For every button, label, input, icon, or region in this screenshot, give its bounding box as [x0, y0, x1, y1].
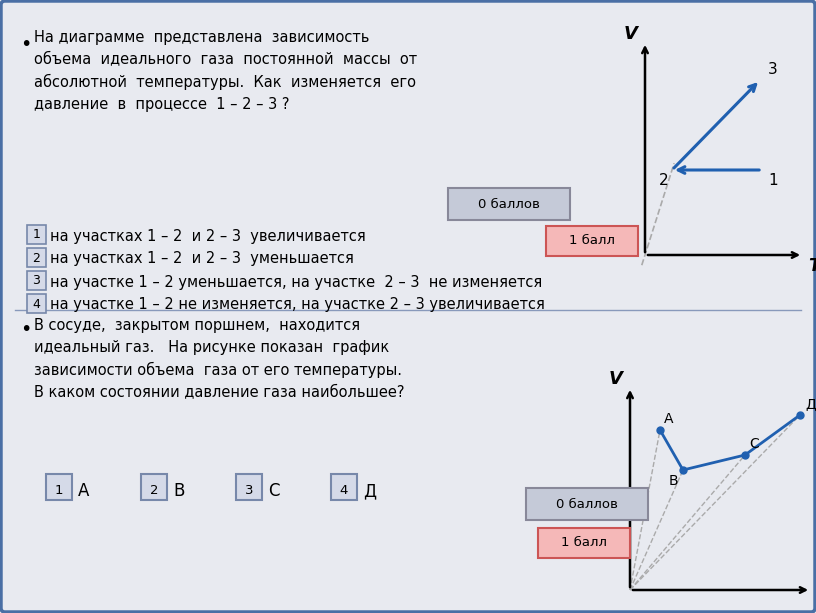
- FancyBboxPatch shape: [331, 474, 357, 500]
- FancyBboxPatch shape: [141, 474, 167, 500]
- Text: на участке 1 – 2 уменьшается, на участке  2 – 3  не изменяется: на участке 1 – 2 уменьшается, на участке…: [50, 275, 543, 289]
- FancyBboxPatch shape: [526, 488, 648, 520]
- Text: А: А: [78, 482, 90, 500]
- Text: 2: 2: [150, 484, 158, 497]
- Text: С: С: [749, 437, 759, 451]
- Text: 1 балл: 1 балл: [561, 536, 607, 549]
- Text: на участках 1 – 2  и 2 – 3  увеличивается: на участках 1 – 2 и 2 – 3 увеличивается: [50, 229, 366, 243]
- FancyBboxPatch shape: [46, 474, 72, 500]
- FancyBboxPatch shape: [27, 248, 46, 267]
- Text: на участках 1 – 2  и 2 – 3  уменьшается: на участках 1 – 2 и 2 – 3 уменьшается: [50, 251, 354, 267]
- Text: В: В: [173, 482, 184, 500]
- Text: V: V: [609, 370, 623, 388]
- Text: 3: 3: [768, 62, 778, 77]
- FancyBboxPatch shape: [448, 188, 570, 220]
- FancyBboxPatch shape: [236, 474, 262, 500]
- Text: V: V: [624, 25, 638, 43]
- Text: •: •: [20, 320, 31, 339]
- Text: 2: 2: [33, 251, 41, 264]
- Text: 1: 1: [768, 173, 778, 188]
- Text: А: А: [664, 412, 673, 426]
- Text: 0 баллов: 0 баллов: [556, 498, 618, 511]
- Text: 0 баллов: 0 баллов: [478, 197, 540, 210]
- Text: 1: 1: [55, 484, 64, 497]
- Text: В: В: [669, 474, 679, 488]
- Text: 1: 1: [33, 229, 41, 242]
- Text: 3: 3: [245, 484, 253, 497]
- Text: На диаграмме  представлена  зависимость
объема  идеального  газа  постоянной  ма: На диаграмме представлена зависимость об…: [34, 30, 417, 112]
- Text: на участке 1 – 2 не изменяется, на участке 2 – 3 увеличивается: на участке 1 – 2 не изменяется, на участ…: [50, 297, 545, 313]
- FancyBboxPatch shape: [27, 294, 46, 313]
- Text: 4: 4: [339, 484, 348, 497]
- FancyBboxPatch shape: [546, 226, 638, 256]
- Text: 4: 4: [33, 297, 41, 311]
- Text: T: T: [808, 257, 816, 275]
- FancyBboxPatch shape: [538, 528, 630, 558]
- Text: 2: 2: [659, 173, 669, 188]
- Text: 1 балл: 1 балл: [569, 235, 615, 248]
- Text: В сосуде,  закрытом поршнем,  находится
идеальный газ.   На рисунке показан  гра: В сосуде, закрытом поршнем, находится ид…: [34, 318, 405, 400]
- FancyBboxPatch shape: [27, 271, 46, 290]
- Text: Д: Д: [363, 482, 376, 500]
- Text: Д: Д: [805, 397, 816, 411]
- Text: С: С: [268, 482, 280, 500]
- Text: 3: 3: [33, 275, 41, 287]
- Text: •: •: [20, 35, 31, 54]
- FancyBboxPatch shape: [27, 225, 46, 244]
